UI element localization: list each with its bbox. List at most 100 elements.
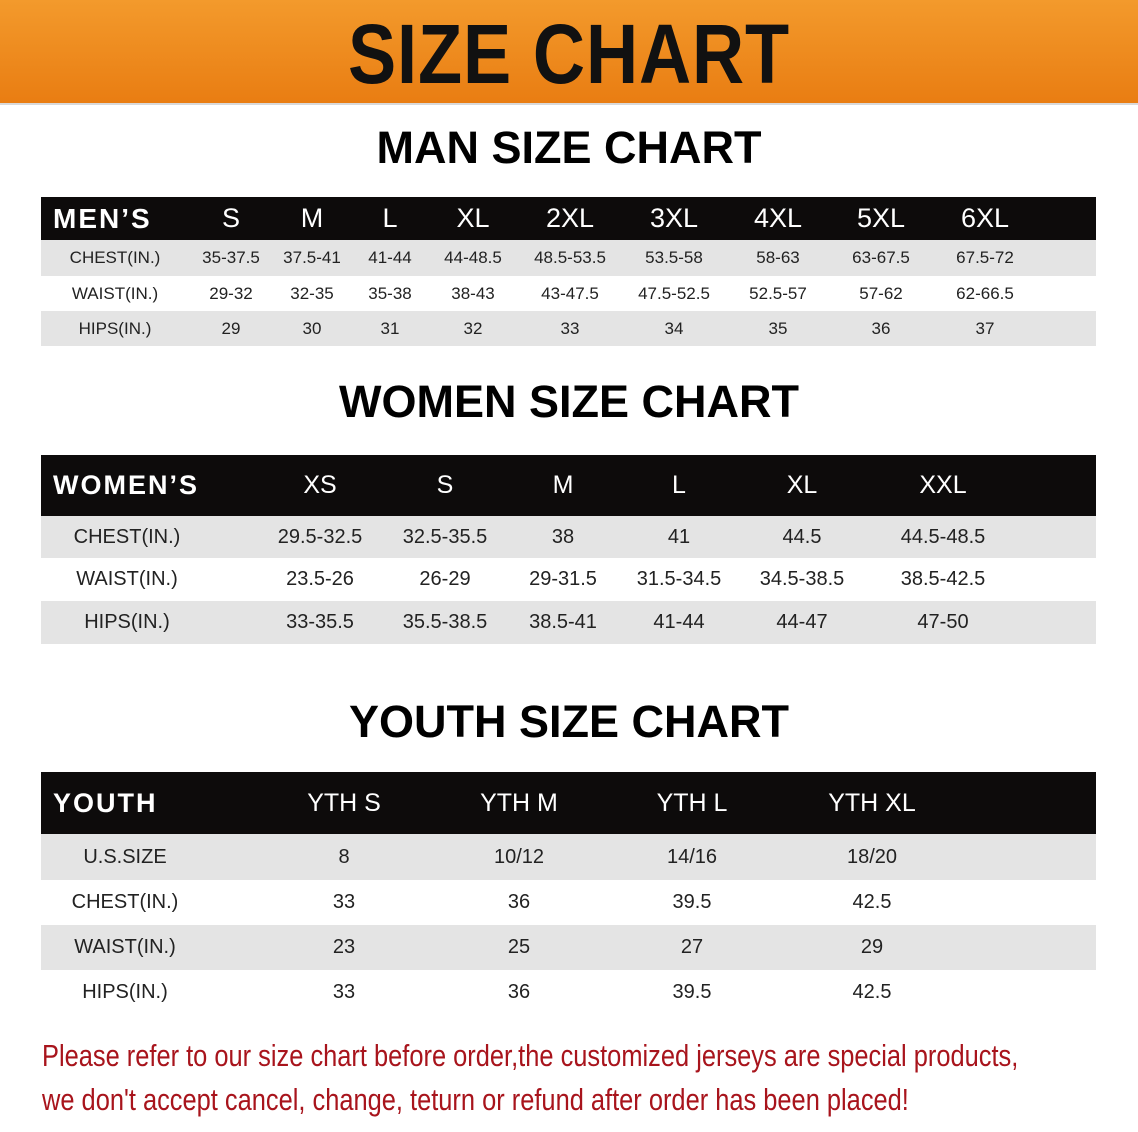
women-section-title: WOMEN SIZE CHART	[339, 376, 799, 427]
table-cell: 39.5	[672, 981, 712, 1003]
table-cell: 32-35	[290, 284, 334, 303]
table-cell: 29.5-32.5	[277, 526, 363, 548]
table-row: CHEST(IN.) 29.5-32.5 32.5-35.5 38 41 44.5 44.5…	[41, 516, 1096, 558]
row-label: U.S.SIZE	[83, 846, 167, 868]
table-cell: 29	[221, 319, 241, 338]
table-cell: 26-29	[419, 568, 471, 590]
size-header: XL	[456, 203, 490, 233]
table-cell: 18/20	[846, 846, 898, 868]
youth-size-table: YOUTH YTH S YTH M YTH L YTH XL U.S.SIZE 8 10/12…	[41, 772, 1096, 1015]
table-cell: 44-47	[776, 611, 828, 633]
table-cell: 38-43	[451, 284, 495, 303]
table-cell: 33	[560, 319, 580, 338]
table-cell: 53.5-58	[645, 248, 703, 267]
table-cell: 43-47.5	[541, 284, 599, 303]
table-cell: 44-48.5	[444, 248, 502, 267]
table-cell: 29-31.5	[529, 568, 597, 590]
header-label: YOUTH	[53, 788, 158, 818]
size-header: S	[221, 203, 241, 233]
table-row: WAIST(IN.) 23.5-26 26-29 29-31.5 31.5-34.5 34…	[41, 558, 1096, 601]
table-cell: 29	[860, 936, 884, 958]
table-cell: 25	[507, 936, 531, 958]
table-cell: 31.5-34.5	[636, 568, 722, 590]
banner: SIZE CHART	[0, 0, 1138, 105]
table-cell: 41	[667, 526, 691, 548]
table-cell: 58-63	[756, 248, 800, 267]
table-row: HIPS(IN.) 33-35.5 35.5-38.5 38.5-41 41-44 44-…	[41, 601, 1096, 644]
table-cell: 29-32	[209, 284, 253, 303]
size-header: YTH L	[656, 789, 728, 817]
table-cell: 52.5-57	[749, 284, 807, 303]
table-cell: 37	[975, 319, 995, 338]
size-header: XL	[786, 471, 818, 499]
table-cell: 10/12	[493, 846, 545, 868]
table-cell: 47-50	[917, 611, 969, 633]
size-header: L	[382, 203, 398, 233]
women-size-table: WOMEN’S XS S M L XL XXL CHEST(IN.) 29.5-32.5 32.5…	[41, 455, 1096, 644]
men-size-table: MEN’S S M L XL 2XL 3XL 4XL 5XL 6XL CHEST(IN.) 35-37…	[41, 197, 1096, 346]
table-header: WOMEN’S XS S M L XL XXL	[41, 455, 1096, 516]
size-header: 3XL	[649, 203, 699, 233]
size-header: YTH XL	[828, 789, 916, 817]
table-cell: 27	[680, 936, 704, 958]
size-header: M	[300, 203, 324, 233]
table-cell: 39.5	[672, 891, 712, 913]
table-cell: 38.5-41	[529, 611, 597, 633]
row-label: CHEST(IN.)	[71, 891, 179, 913]
size-header: XXL	[919, 471, 967, 499]
table-cell: 32	[463, 319, 483, 338]
table-cell: 37.5-41	[283, 248, 341, 267]
table-cell: 41-44	[653, 611, 705, 633]
notice-line-1: Please refer to our size chart before or…	[42, 1038, 1019, 1073]
row-label: WAIST(IN.)	[74, 936, 176, 958]
table-cell: 32.5-35.5	[402, 526, 488, 548]
table-row: HIPS(IN.) 29 30 31 32 33 34 35 36 37	[41, 311, 1096, 346]
table-cell: 38	[551, 526, 575, 548]
row-label: CHEST(IN.)	[73, 526, 181, 548]
table-cell: 47.5-52.5	[638, 284, 710, 303]
table-row: CHEST(IN.) 35-37.5 37.5-41 41-44 44-48.5 48.5…	[41, 240, 1096, 276]
size-header: S	[436, 471, 454, 499]
table-cell: 57-62	[859, 284, 903, 303]
table-header: MEN’S S M L XL 2XL 3XL 4XL 5XL 6XL	[41, 197, 1096, 240]
notice-line-2: we don't accept cancel, change, teturn o…	[42, 1082, 909, 1117]
table-cell: 36	[507, 981, 531, 1003]
size-header: M	[552, 471, 574, 499]
row-label: WAIST(IN.)	[76, 568, 178, 590]
table-cell: 34.5-38.5	[759, 568, 845, 590]
table-cell: 8	[338, 846, 350, 868]
table-row: WAIST(IN.) 29-32 32-35 35-38 38-43 43-47.5 47.…	[41, 276, 1096, 311]
table-cell: 67.5-72	[956, 248, 1014, 267]
row-label: WAIST(IN.)	[71, 284, 159, 303]
table-cell: 30	[302, 319, 322, 338]
table-cell: 23.5-26	[286, 568, 354, 590]
table-cell: 23	[332, 936, 356, 958]
table-cell: 63-67.5	[852, 248, 910, 267]
table-cell: 38.5-42.5	[900, 568, 986, 590]
size-header: YTH M	[480, 789, 558, 817]
row-label: HIPS(IN.)	[84, 611, 170, 633]
size-header: XS	[303, 471, 337, 499]
table-cell: 62-66.5	[956, 284, 1014, 303]
table-cell: 36	[871, 319, 891, 338]
table-cell: 33	[332, 981, 356, 1003]
men-section-title: MAN SIZE CHART	[376, 122, 762, 173]
table-cell: 42.5	[852, 891, 892, 913]
size-header: 6XL	[960, 203, 1010, 233]
table-cell: 33	[332, 891, 356, 913]
size-header: 4XL	[753, 203, 803, 233]
size-header: 2XL	[545, 203, 595, 233]
size-header: L	[672, 471, 686, 499]
row-label: HIPS(IN.)	[78, 319, 152, 338]
table-cell: 33-35.5	[286, 611, 354, 633]
youth-section-title: YOUTH SIZE CHART	[348, 696, 789, 747]
header-label: WOMEN’S	[53, 470, 199, 500]
table-cell: 35.5-38.5	[402, 611, 488, 633]
table-cell: 14/16	[666, 846, 718, 868]
table-cell: 31	[380, 319, 400, 338]
table-row: U.S.SIZE 8 10/12 14/16 18/20	[41, 834, 1096, 880]
table-row: WAIST(IN.) 23 25 27 29	[41, 925, 1096, 970]
table-cell: 35-38	[368, 284, 412, 303]
header-label: MEN’S	[53, 203, 152, 234]
size-header: YTH S	[307, 789, 381, 817]
